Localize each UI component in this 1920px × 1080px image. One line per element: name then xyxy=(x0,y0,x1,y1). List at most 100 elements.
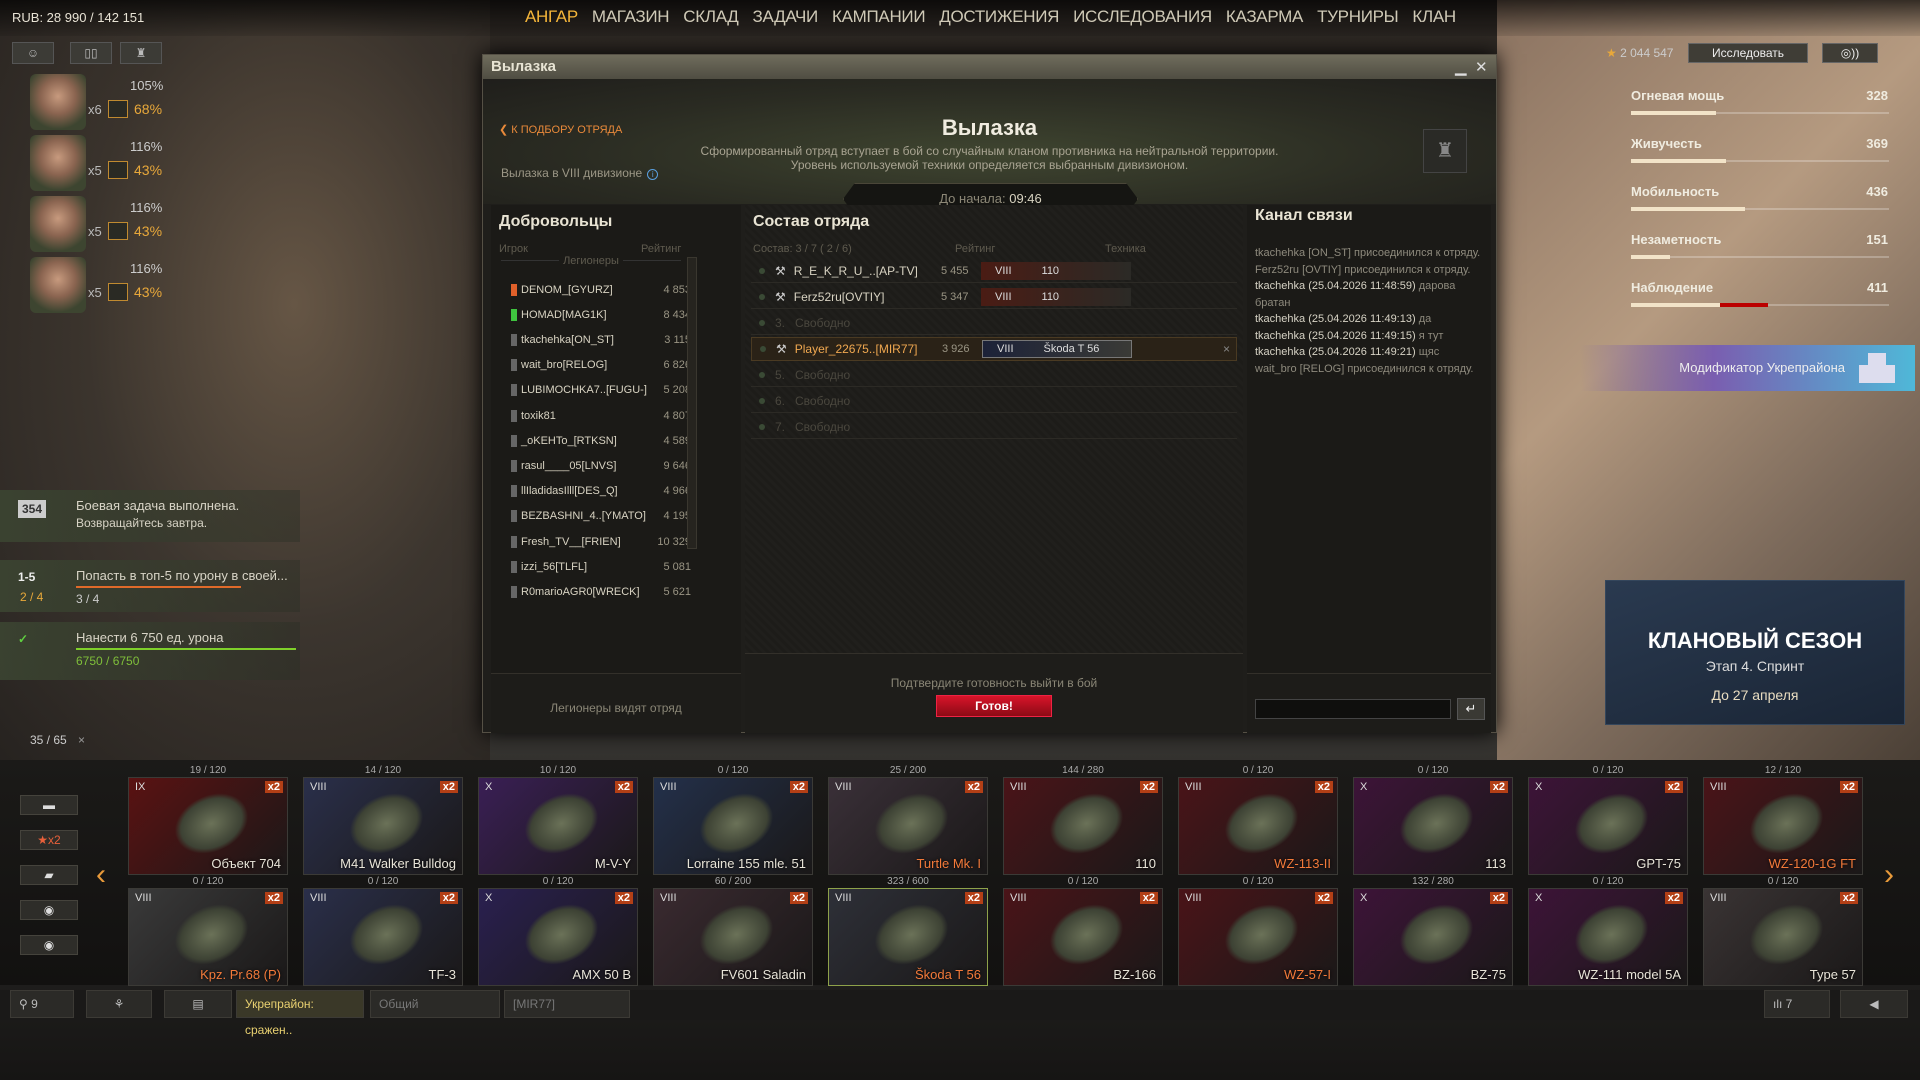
skill-icon[interactable] xyxy=(108,161,128,179)
tank-card[interactable]: VIII x2 Type 57 xyxy=(1703,888,1863,986)
minimize-button[interactable]: ▁ xyxy=(1455,59,1467,76)
close-button[interactable]: ✕ xyxy=(1475,59,1488,76)
crew-member[interactable]: x5 116% 43% xyxy=(30,194,330,254)
tank-card[interactable]: VIII x2 WZ-57-I xyxy=(1178,888,1338,986)
online-players-button[interactable]: ⚲ 9 xyxy=(10,990,74,1018)
tank-card[interactable]: VIII x2 TF-3 xyxy=(303,888,463,986)
carousel-filter[interactable]: ▬ xyxy=(20,795,78,815)
quest-item[interactable]: 354 Боевая задача выполнена. Возвращайтесь… xyxy=(0,490,300,542)
quest-item[interactable]: ✓ Нанести 6 750 ед. урона 6750 / 6750 xyxy=(0,622,300,680)
carousel-prev-arrow[interactable]: ‹ xyxy=(96,858,106,891)
tank-card[interactable]: VIII x2 WZ-113-II xyxy=(1178,777,1338,875)
squad-slot[interactable]: 3. Свободно xyxy=(751,311,1237,335)
crew-portrait[interactable] xyxy=(30,196,86,252)
dialog-title-bar[interactable]: Вылазка xyxy=(483,55,1496,79)
tank-card[interactable]: VIII x2 Turtle Mk. I xyxy=(828,777,988,875)
squad-slot[interactable]: ⚒ R_E_K_R_U_..[AP-TV] 5 455 VIII 110 xyxy=(751,259,1237,283)
carousel-filter[interactable]: ▰ xyxy=(20,865,78,885)
journal-button[interactable]: ▯▯ xyxy=(70,42,112,64)
volunteer-row[interactable]: HOMAD[MAG1K] 8 434 xyxy=(501,302,691,327)
skill-icon[interactable] xyxy=(108,222,128,240)
carousel-filter[interactable]: ★x2 xyxy=(20,830,78,850)
crew-portrait[interactable] xyxy=(30,74,86,130)
operations-button[interactable]: ♜ xyxy=(120,42,162,64)
nav-item[interactable]: ИССЛЕДОВАНИЯ xyxy=(1073,7,1212,26)
crew-button[interactable]: ☺ xyxy=(12,42,54,64)
volunteer-row[interactable]: Fresh_TV__[FRIEN] 10 329 xyxy=(501,529,691,554)
nav-item[interactable]: КЛАН xyxy=(1412,7,1456,26)
tank-card[interactable]: VIII x2 M41 Walker Bulldog xyxy=(303,777,463,875)
stat-3[interactable]: Незаметность 151 xyxy=(1631,232,1896,259)
volunteer-row[interactable]: wait_bro[RELOG] 6 826 xyxy=(501,353,691,378)
squad-slot[interactable]: 6. Свободно xyxy=(751,389,1237,413)
tank-card[interactable]: VIII x2 WZ-120-1G FT xyxy=(1703,777,1863,875)
fortress-modifier-banner[interactable]: Модификатор Укрепрайона xyxy=(1580,345,1915,391)
crew-member[interactable]: x6 105% 68% xyxy=(30,72,330,132)
volunteer-row[interactable]: tkachehka[ON_ST] 3 115 xyxy=(501,327,691,352)
nav-item[interactable]: МАГАЗИН xyxy=(591,7,670,26)
channel-tab-active[interactable]: Укрепрайон: сражен.. xyxy=(236,990,364,1037)
volunteer-row[interactable]: llIladidasIlll[DES_Q] 4 966 xyxy=(501,479,691,504)
volunteer-row[interactable]: R0marioAGR0[WRECK] 5 621 xyxy=(501,579,691,604)
tank-card[interactable]: VIII x2 BZ-166 xyxy=(1003,888,1163,986)
stat-1[interactable]: Живучесть 369 xyxy=(1631,136,1896,163)
skill-icon[interactable] xyxy=(108,283,128,301)
research-button[interactable]: Исследовать xyxy=(1688,43,1808,63)
stat-0[interactable]: Огневая мощь 328 xyxy=(1631,88,1896,115)
tank-card[interactable]: IX x2 Объект 704 xyxy=(128,777,288,875)
info-icon[interactable]: i xyxy=(647,169,659,180)
nav-item[interactable]: КАЗАРМА xyxy=(1225,7,1304,26)
nav-item[interactable]: ТУРНИРЫ xyxy=(1317,7,1399,26)
channel-tab-common[interactable]: Общий xyxy=(370,990,500,1018)
volunteer-row[interactable]: rasul____05[LNVS] 9 646 xyxy=(501,453,691,478)
tank-card[interactable]: VIII x2 110 xyxy=(1003,777,1163,875)
chat-input[interactable] xyxy=(1255,699,1451,719)
clan-season-banner[interactable]: КЛАНОВЫЙ СЕЗОН Этап 4. Спринт До 27 апре… xyxy=(1605,580,1905,725)
skill-icon[interactable] xyxy=(108,100,128,118)
squad-slot[interactable]: 7. Свободно xyxy=(751,415,1237,439)
back-to-squad-selection-link[interactable]: ❮ К ПОДБОРУ ОТРЯДА xyxy=(499,123,622,136)
channel-tab-clan[interactable]: [MIR77] xyxy=(504,990,630,1018)
volunteer-row[interactable]: DENOM_[GYURZ] 4 853 xyxy=(501,277,691,302)
carousel-filter[interactable]: ◉ xyxy=(20,935,78,955)
clan-emblem-icon[interactable]: ♜ xyxy=(1423,129,1467,173)
squad-slot[interactable]: ⚒ Ferz52ru[OVTIY] 5 347 VIII 110 xyxy=(751,285,1237,309)
crew-member[interactable]: x5 116% 43% xyxy=(30,133,330,193)
crew-portrait[interactable] xyxy=(30,135,86,191)
squad-slot[interactable]: 5. Свободно xyxy=(751,363,1237,387)
volunteer-row[interactable]: _oKEHTo_[RTKSN] 4 589 xyxy=(501,428,691,453)
ready-button[interactable]: Готов! xyxy=(936,695,1052,717)
volunteers-scrollbar[interactable] xyxy=(687,257,697,549)
stat-4[interactable]: Наблюдение 411 xyxy=(1631,280,1896,307)
carousel-filter[interactable]: ◉ xyxy=(20,900,78,920)
volunteer-row[interactable]: toxik81 4 807 xyxy=(501,403,691,428)
tank-card[interactable]: VIII x2 FV601 Saladin xyxy=(653,888,813,986)
nav-item[interactable]: СКЛАД xyxy=(683,7,739,26)
sessions-stats-button[interactable]: ılı 7 xyxy=(1764,990,1830,1018)
volunteer-row[interactable]: LUBIMOCHKA7..[FUGU-] 5 208 xyxy=(501,378,691,403)
volunteer-row[interactable]: BEZBASHNI_4..[YMATO] 4 195 xyxy=(501,504,691,529)
nav-item[interactable]: КАМПАНИИ xyxy=(831,7,926,26)
nav-item[interactable]: ЗАДАЧИ xyxy=(752,7,819,26)
crew-portrait[interactable] xyxy=(30,257,86,313)
channels-button[interactable]: ▤ xyxy=(164,990,232,1018)
carousel-next-arrow[interactable]: › xyxy=(1884,858,1894,891)
close-icon[interactable]: × xyxy=(78,733,86,747)
tank-card[interactable]: VIII x2 Lorraine 155 mle. 51 xyxy=(653,777,813,875)
tank-card[interactable]: VIII x2 Škoda T 56 xyxy=(828,888,988,986)
remove-icon[interactable]: × xyxy=(1222,342,1230,356)
stat-2[interactable]: Мобильность 436 xyxy=(1631,184,1896,211)
tank-card[interactable]: VIII x2 Kpz. Pr.68 (P) xyxy=(128,888,288,986)
compare-button[interactable]: ◎)) xyxy=(1822,43,1878,63)
col-player[interactable]: Игрок xyxy=(499,243,528,255)
nav-item[interactable]: ДОСТИЖЕНИЯ xyxy=(939,7,1060,26)
nav-item[interactable]: АНГАР xyxy=(525,7,578,26)
vehicle-selector[interactable]: VIII Škoda T 56 xyxy=(982,340,1132,358)
col-rating[interactable]: Рейтинг xyxy=(641,243,682,255)
